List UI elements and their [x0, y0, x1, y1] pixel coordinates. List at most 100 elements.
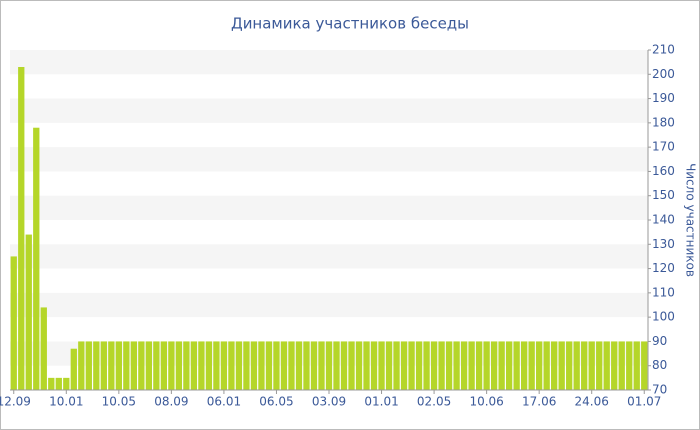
bar [288, 341, 295, 390]
bar [363, 341, 370, 390]
bar [543, 341, 550, 390]
bar [175, 341, 183, 390]
y-tick-label: 200 [652, 67, 675, 81]
bar [423, 341, 430, 390]
bar [18, 67, 25, 390]
bar [108, 341, 115, 390]
bar [205, 341, 213, 390]
bar [235, 341, 243, 390]
x-tick-label: 06.05 [259, 395, 293, 409]
bar [85, 341, 92, 390]
bar [130, 341, 137, 390]
grid-band [10, 50, 648, 75]
bar [558, 341, 565, 390]
bar [168, 341, 175, 390]
bar [566, 341, 573, 390]
y-axis-label: Число участников [684, 163, 698, 277]
y-tick-label: 190 [652, 91, 675, 105]
bar [213, 341, 220, 390]
y-tick-label: 210 [652, 43, 675, 57]
bar [265, 341, 273, 390]
grid-band [10, 195, 648, 220]
bar [611, 341, 618, 390]
bar [490, 341, 498, 390]
bar [280, 341, 288, 390]
bar [340, 341, 348, 390]
bar [183, 341, 190, 390]
x-tick-label: 24.06 [575, 395, 609, 409]
bar [33, 127, 40, 390]
bar [475, 341, 483, 390]
grid-band [10, 147, 648, 172]
bar [100, 341, 107, 390]
grid-band [10, 98, 648, 123]
bar [160, 341, 168, 390]
bar [258, 341, 265, 390]
bar [145, 341, 153, 390]
x-tick-label: 10.01 [49, 395, 83, 409]
y-tick-label: 170 [652, 140, 675, 154]
x-tick-label: 03.09 [312, 395, 346, 409]
y-tick-label: 120 [652, 261, 675, 275]
y-tick-label: 90 [652, 334, 667, 348]
bar [393, 341, 400, 390]
bar [551, 341, 558, 390]
bar [25, 234, 32, 390]
y-tick-label: 70 [652, 383, 667, 397]
bar [378, 341, 385, 390]
y-tick-label: 140 [652, 213, 675, 227]
y-tick-label: 180 [652, 115, 675, 129]
bar [115, 341, 122, 390]
y-tick-label: 80 [652, 358, 667, 372]
bar [93, 341, 100, 390]
bar [250, 341, 258, 390]
bar [596, 341, 603, 390]
bar [310, 341, 318, 390]
bar [333, 341, 340, 390]
bar [505, 341, 513, 390]
bar [603, 341, 610, 390]
bar [318, 341, 325, 390]
bar [573, 341, 580, 390]
bar [626, 341, 633, 390]
bar [325, 341, 333, 390]
bar [48, 377, 55, 390]
bar [468, 341, 475, 390]
x-tick-label: 01.07 [627, 395, 661, 409]
bar [581, 341, 588, 390]
bar [400, 341, 408, 390]
bar [521, 341, 528, 390]
x-tick-label: 12.09 [0, 395, 31, 409]
bar [273, 341, 280, 390]
bar [618, 341, 625, 390]
x-tick-label: 01.01 [364, 395, 398, 409]
bar [153, 341, 160, 390]
grid-band [10, 292, 648, 318]
bar [40, 307, 47, 390]
y-tick-label: 150 [652, 188, 675, 202]
bar [70, 348, 77, 390]
bar [123, 341, 130, 390]
bar [10, 256, 17, 390]
bar [633, 341, 640, 390]
bar [498, 341, 505, 390]
bar [513, 341, 520, 390]
bar [55, 377, 62, 390]
bar [408, 341, 415, 390]
bar [528, 341, 535, 390]
bar [483, 341, 490, 390]
bar [438, 341, 445, 390]
y-tick-label: 130 [652, 237, 675, 251]
x-tick-label: 10.05 [102, 395, 136, 409]
bar [355, 341, 363, 390]
chart-title: Динамика участников беседы [231, 15, 469, 33]
x-tick-label: 06.01 [207, 395, 241, 409]
bar [243, 341, 250, 390]
bar [228, 341, 235, 390]
y-tick-label: 100 [652, 310, 675, 324]
x-tick-label: 17.06 [522, 395, 556, 409]
bar [536, 341, 543, 390]
y-tick-label: 160 [652, 164, 675, 178]
bar [370, 341, 378, 390]
